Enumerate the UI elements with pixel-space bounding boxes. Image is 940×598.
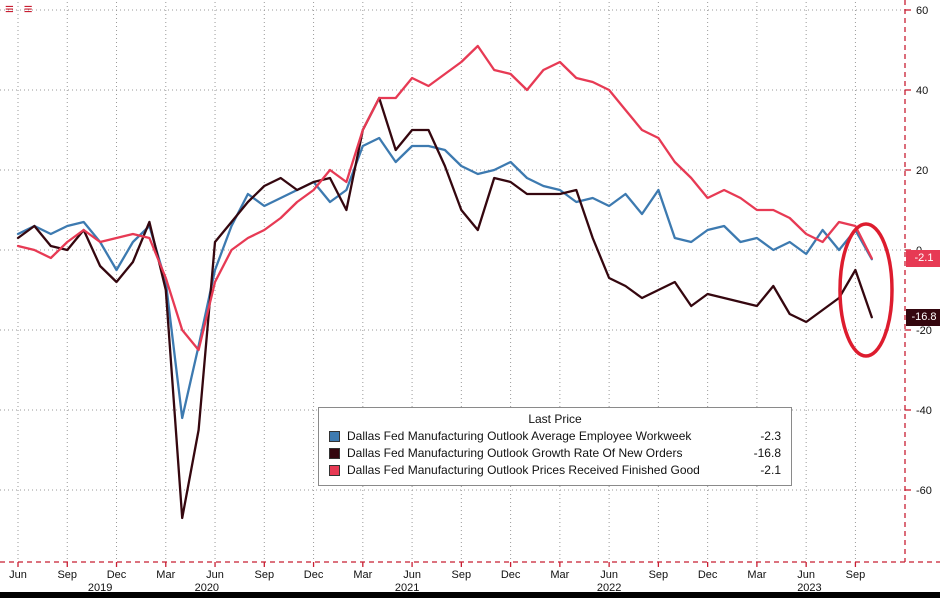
y-axis-label: 20 [916, 165, 928, 177]
y-axis-label: 60 [916, 5, 928, 17]
x-axis-month-label: Jun [206, 569, 224, 581]
legend-value-prices-received: -2.1 [760, 463, 781, 477]
x-axis-year-label: 2020 [195, 582, 219, 594]
x-axis-month-label: Dec [107, 569, 127, 581]
x-axis-year-label: 2019 [88, 582, 112, 594]
x-axis-month-label: Mar [550, 569, 569, 581]
menu-icon-2[interactable]: ≡ [23, 1, 43, 18]
last-price-badge-prices-received: -2.1 [906, 249, 940, 267]
series-swatch-prices-received [329, 465, 340, 476]
x-axis-month-label: Sep [255, 569, 275, 581]
legend-value-workweek: -2.3 [760, 429, 781, 443]
x-axis-month-label: Jun [403, 569, 421, 581]
series-swatch-workweek [329, 431, 340, 442]
taskbar-strip [0, 592, 940, 598]
legend-label-prices-received: Dallas Fed Manufacturing Outlook Prices … [347, 463, 700, 477]
legend-value-new-orders: -16.8 [753, 446, 781, 460]
series-line-0 [16, 136, 873, 420]
menu-icon[interactable]: ≡ [5, 1, 24, 18]
legend-label-new-orders: Dallas Fed Manufacturing Outlook Growth … [347, 446, 683, 460]
x-axis-month-label: Dec [304, 569, 324, 581]
x-axis-month-label: Mar [353, 569, 372, 581]
legend-row-workweek: Dallas Fed Manufacturing Outlook Average… [329, 428, 781, 445]
y-axis-label: -60 [916, 485, 932, 497]
x-axis-month-label: Jun [797, 569, 815, 581]
x-axis-year-label: 2022 [597, 582, 621, 594]
x-axis-month-label: Sep [846, 569, 866, 581]
x-axis-month-label: Sep [452, 569, 472, 581]
x-axis-month-label: Sep [649, 569, 669, 581]
x-axis-month-label: Sep [57, 569, 77, 581]
legend-title: Last Price [528, 412, 582, 426]
x-axis-year-label: 2023 [797, 582, 821, 594]
last-price-badge-new-orders: -16.8 [906, 308, 940, 326]
x-axis-month-label: Dec [501, 569, 521, 581]
legend-label-workweek: Dallas Fed Manufacturing Outlook Average… [347, 429, 692, 443]
y-axis-label: 40 [916, 85, 928, 97]
legend-row-prices-received: Dallas Fed Manufacturing Outlook Prices … [329, 462, 781, 479]
x-axis-month-label: Dec [698, 569, 718, 581]
series-swatch-new-orders [329, 448, 340, 459]
series-line-2 [16, 44, 873, 352]
x-axis-month-label: Mar [156, 569, 175, 581]
window-icons: ≡≡ [5, 1, 43, 18]
y-axis-label: -40 [916, 405, 932, 417]
annotation-ellipse [838, 222, 894, 358]
legend-row-new-orders: Dallas Fed Manufacturing Outlook Growth … [329, 445, 781, 462]
x-axis-year-label: 2021 [395, 582, 419, 594]
x-axis-month-label: Mar [747, 569, 766, 581]
legend: Last Price Dallas Fed Manufacturing Outl… [318, 407, 792, 486]
y-axis-label: -20 [916, 325, 932, 337]
x-axis-month-label: Jun [600, 569, 618, 581]
x-axis-month-label: Jun [9, 569, 27, 581]
